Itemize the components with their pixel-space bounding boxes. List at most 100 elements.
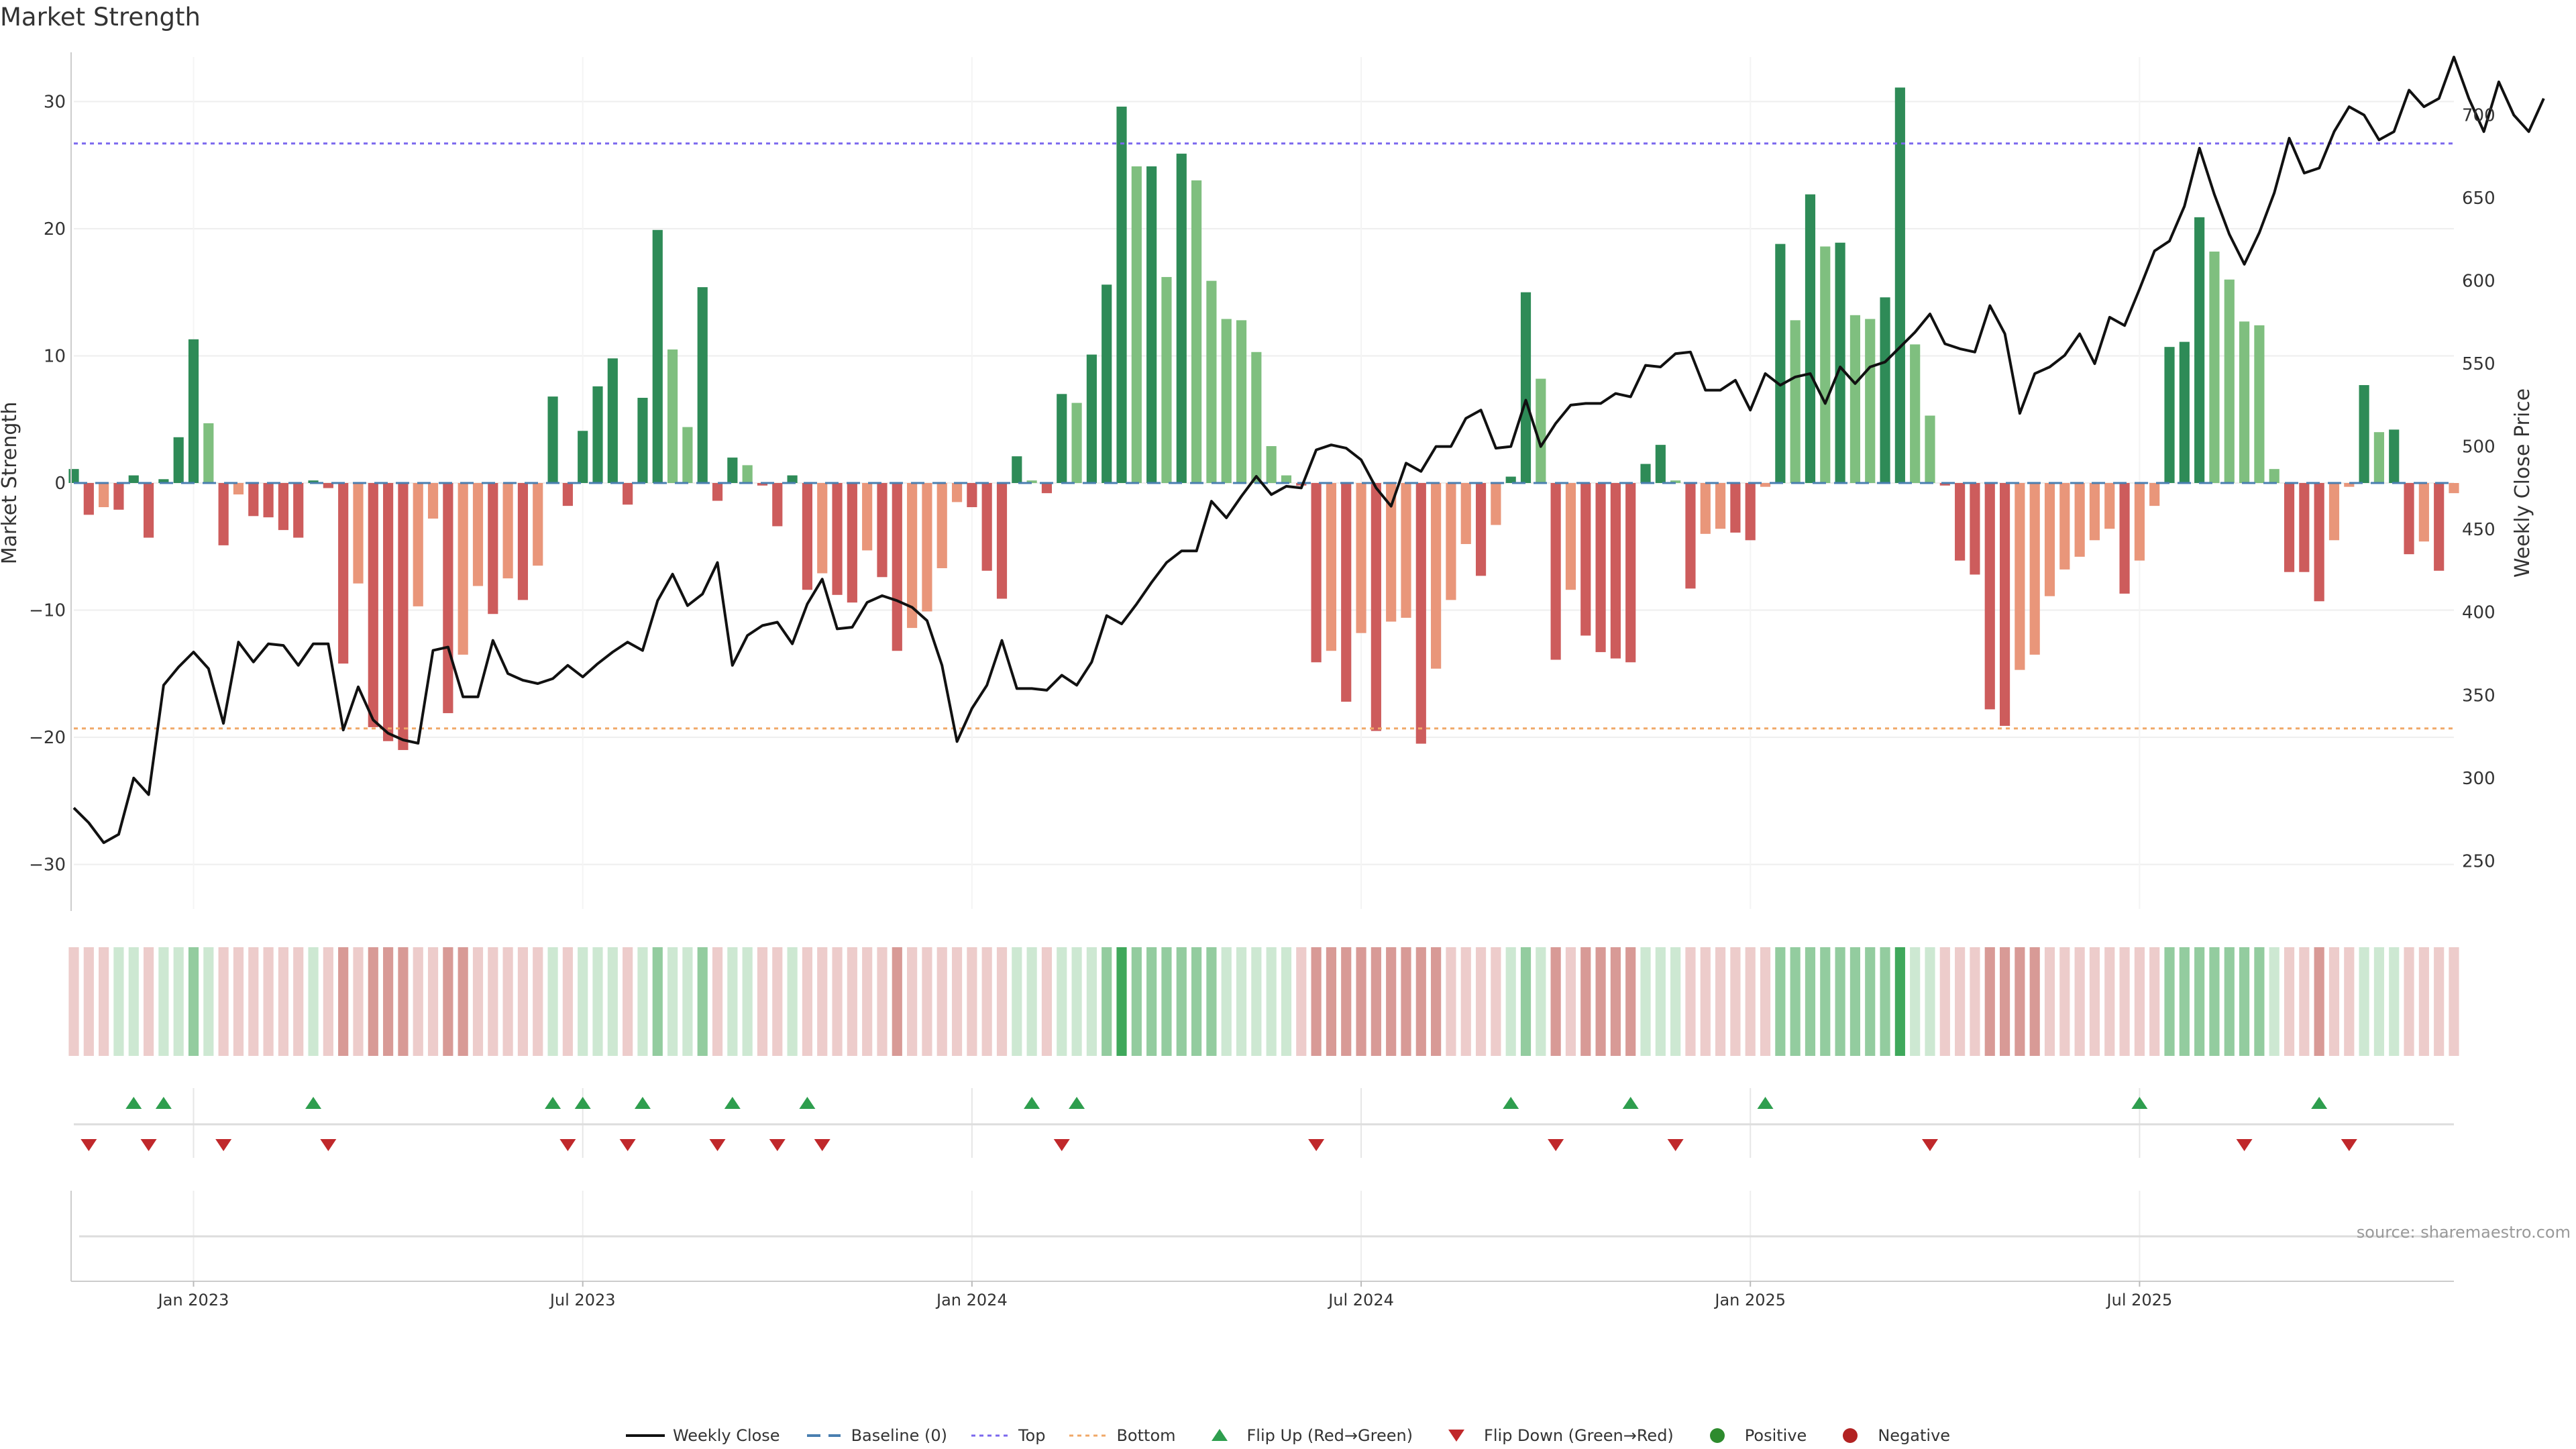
legend-item-flip-down: Flip Down (Green→Red) — [1437, 1426, 1674, 1445]
heat-cell — [323, 947, 333, 1056]
heat-cell — [502, 947, 513, 1056]
strength-bar — [1415, 483, 1426, 744]
strength-bar — [293, 483, 304, 538]
flip-up-marker — [155, 1097, 172, 1109]
strength-bar — [263, 483, 274, 518]
strength-bar — [1236, 320, 1247, 483]
heat-cell — [1999, 947, 2010, 1056]
strength-bar — [623, 483, 633, 505]
heat-cell — [233, 947, 244, 1056]
legend-label: Positive — [1744, 1426, 1807, 1445]
strength-bar — [2344, 483, 2355, 487]
y2-tick-label: 650 — [2462, 189, 2496, 209]
strength-bar — [2029, 483, 2040, 655]
heat-cell — [383, 947, 394, 1056]
heat-cell — [2089, 947, 2100, 1056]
heat-cell — [1415, 947, 1426, 1056]
strength-bar — [68, 469, 79, 483]
strength-bar — [1939, 483, 1950, 486]
heat-cell — [1116, 947, 1127, 1056]
strength-bar — [907, 483, 918, 629]
strength-bar — [113, 483, 124, 510]
heat-cell — [607, 947, 618, 1056]
strength-bar — [1251, 352, 1262, 483]
heat-cell — [936, 947, 947, 1056]
heat-cell — [847, 947, 857, 1056]
x-tick-label: Jul 2025 — [2106, 1291, 2173, 1309]
y2-tick-label: 350 — [2462, 686, 2496, 706]
heat-cell — [697, 947, 708, 1056]
strength-bar — [458, 483, 468, 655]
strength-bar — [922, 483, 932, 612]
strength-bars — [68, 87, 2459, 751]
chart-title: Market Strength — [0, 3, 201, 32]
heat-cell — [1161, 947, 1172, 1056]
axes: 30 20 10 0 −10 −20 −30 700 650 600 550 500 450 400 350… — [0, 52, 2534, 1309]
strength-bar — [981, 483, 992, 571]
heat-cell — [2239, 947, 2250, 1056]
strength-bar — [697, 287, 708, 483]
heat-cell — [1505, 947, 1516, 1056]
heat-cell — [1221, 947, 1232, 1056]
heat-cell — [1685, 947, 1696, 1056]
heat-cell — [832, 947, 843, 1056]
heat-cell — [2179, 947, 2190, 1056]
strength-bar — [203, 423, 214, 483]
x-tick-label: Jan 2025 — [1713, 1291, 1786, 1309]
strength-bar — [802, 483, 812, 590]
strength-bar — [787, 475, 798, 483]
legend-item-positive: Positive — [1698, 1426, 1807, 1445]
heat-cell — [1849, 947, 1861, 1056]
heat-cell — [1401, 947, 1411, 1056]
strength-bar — [248, 483, 259, 517]
strength-bar — [1176, 154, 1187, 484]
heat-cell — [2224, 947, 2235, 1056]
strength-bar — [278, 483, 288, 531]
strength-bar — [1925, 415, 1935, 483]
heat-cell — [2449, 947, 2459, 1056]
heat-cell — [877, 947, 888, 1056]
heat-cell — [1266, 947, 1277, 1056]
heat-cell — [562, 947, 573, 1056]
strength-bar — [1700, 483, 1711, 534]
legend-label: Weekly Close — [672, 1426, 780, 1445]
heat-cell — [1610, 947, 1621, 1056]
heat-cell — [368, 947, 378, 1056]
strength-bar — [233, 483, 244, 495]
strength-bar — [1984, 483, 1995, 710]
flip-up-marker — [1503, 1097, 1519, 1109]
reference-lines — [74, 142, 2454, 730]
flip-up-marker — [1024, 1097, 1040, 1109]
legend-swatch — [1843, 1428, 1858, 1443]
flip-up-marker — [1757, 1097, 1774, 1109]
heat-cell — [1595, 947, 1606, 1056]
heat-cell — [981, 947, 992, 1056]
strength-bar — [1790, 320, 1801, 483]
flip-down-marker — [140, 1139, 157, 1151]
x-tick-label: Jul 2023 — [549, 1291, 616, 1309]
strength-bar — [967, 483, 977, 508]
strength-bar — [2314, 483, 2324, 602]
heat-cell — [1939, 947, 1950, 1056]
strength-bar — [83, 483, 94, 515]
heat-cell — [1955, 947, 1966, 1056]
flip-down-marker — [2341, 1139, 2357, 1151]
strength-bar — [1835, 242, 1845, 483]
heat-cell — [2418, 947, 2429, 1056]
flip-markers — [80, 1097, 2357, 1151]
flip-up-marker — [545, 1097, 561, 1109]
heat-cell — [2104, 947, 2115, 1056]
heat-cell — [922, 947, 932, 1056]
y2-tick-label: 500 — [2462, 437, 2496, 458]
heat-cell — [2164, 947, 2175, 1056]
heat-cell — [1206, 947, 1217, 1056]
legend-label: Top — [1018, 1426, 1046, 1445]
flip-up-marker — [799, 1097, 816, 1109]
strength-bar — [2119, 483, 2130, 594]
heat-cell — [1745, 947, 1756, 1056]
heat-cell — [2373, 947, 2385, 1056]
strength-bar — [188, 339, 199, 483]
strength-bar — [1086, 354, 1097, 483]
legend-item-weekly-close: Weekly Close — [625, 1426, 780, 1445]
